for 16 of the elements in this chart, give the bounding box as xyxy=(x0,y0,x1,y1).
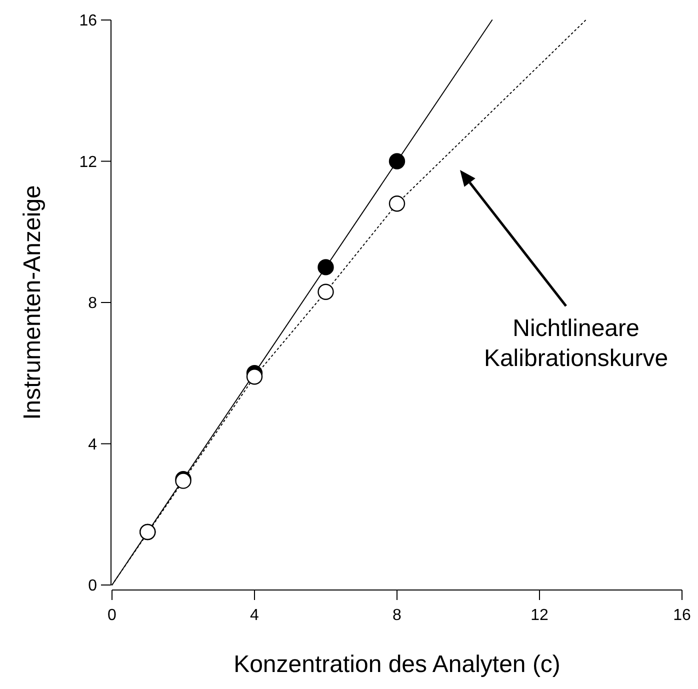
point xyxy=(246,368,263,385)
y-tick-label: 16 xyxy=(79,12,98,30)
y-tick-label: 8 xyxy=(88,295,98,312)
y-tick-label: 4 xyxy=(88,436,98,454)
x-tick-label: 8 xyxy=(392,607,402,624)
annotation: Nichtlineare Kalibrationskurve xyxy=(484,315,668,372)
x-axis-title: Konzentration des Analyten (c) xyxy=(234,651,560,678)
x-tick-label: 0 xyxy=(108,607,117,624)
x-tick-label: 4 xyxy=(250,607,260,624)
x-tick-label: 12 xyxy=(530,607,548,624)
y-axis-title: Instrumenten-Anzeige xyxy=(19,185,46,420)
point xyxy=(318,259,334,276)
x-tick-label: 16 xyxy=(673,607,691,624)
y-tick-label: 0 xyxy=(88,578,98,595)
y-tick-label: 12 xyxy=(79,154,98,171)
point xyxy=(388,153,406,170)
